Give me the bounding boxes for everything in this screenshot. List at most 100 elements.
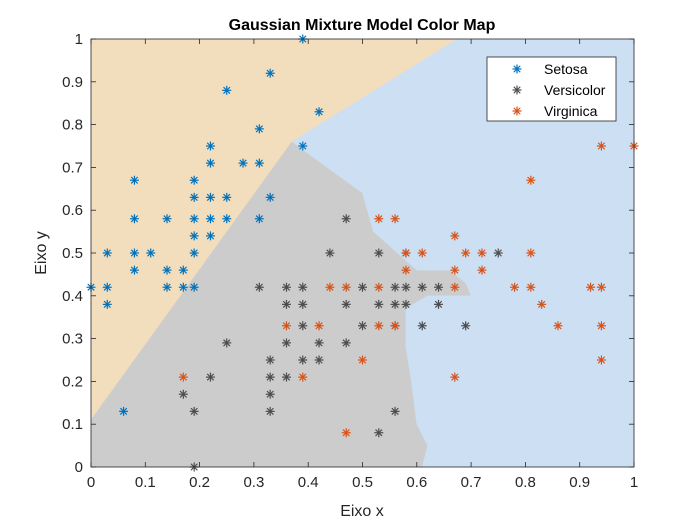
- x-tick-label: 0.8: [515, 474, 536, 491]
- virginica-point: [178, 372, 188, 382]
- virginica-point: [374, 282, 384, 292]
- versicolor-point: [417, 282, 427, 292]
- y-tick-label: 0.9: [62, 74, 83, 91]
- legend-markers: [512, 64, 522, 116]
- legend-box: [486, 56, 617, 122]
- y-tick-label: 0.7: [62, 159, 83, 176]
- virginica-point: [526, 282, 536, 292]
- virginica-point: [298, 372, 308, 382]
- legend-marker-virginica: [512, 106, 522, 116]
- setosa-point: [265, 68, 275, 78]
- setosa-point: [178, 282, 188, 292]
- setosa-point: [205, 141, 215, 151]
- setosa-point: [189, 248, 199, 258]
- versicolor-point: [189, 406, 199, 416]
- setosa-point: [205, 231, 215, 241]
- virginica-point: [450, 265, 460, 275]
- x-tick-label: 0: [87, 474, 95, 491]
- setosa-point: [129, 214, 139, 224]
- versicolor-point: [341, 338, 351, 348]
- x-tick-label: 0.9: [569, 474, 590, 491]
- versicolor-point: [390, 299, 400, 309]
- versicolor-point: [265, 406, 275, 416]
- versicolor-point: [298, 355, 308, 365]
- x-tick-label: 0.3: [243, 474, 264, 491]
- legend: Setosa Versicolor Virginica: [486, 56, 617, 122]
- setosa-point: [162, 265, 172, 275]
- versicolor-point: [265, 355, 275, 365]
- versicolor-point: [205, 372, 215, 382]
- virginica-point: [510, 282, 520, 292]
- virginica-point: [596, 282, 606, 292]
- setosa-point: [254, 214, 264, 224]
- y-tick-label: 0.5: [62, 245, 83, 262]
- x-tick-label: 1: [630, 474, 638, 491]
- virginica-point: [314, 321, 324, 331]
- setosa-point: [146, 248, 156, 258]
- versicolor-point: [358, 321, 367, 331]
- versicolor-point: [298, 282, 308, 292]
- axis-ticks: 0 0.1 0.2 0.3 0.4 0.5 0.6 0.7 0.8 0.9 1 0 0.1 0.2 0.3 0…: [62, 31, 638, 491]
- virginica-point: [341, 428, 351, 438]
- setosa-point: [222, 85, 232, 95]
- setosa-point: [189, 282, 199, 292]
- setosa-point: [298, 141, 308, 151]
- versicolor-point: [417, 321, 427, 331]
- versicolor-point: [281, 338, 291, 348]
- versicolor-point: [314, 338, 324, 348]
- versicolor-point: [374, 428, 384, 438]
- versicolor-point: [265, 372, 275, 382]
- versicolor-point: [341, 214, 351, 224]
- setosa-point: [205, 192, 215, 202]
- x-tick-label: 0.7: [461, 474, 482, 491]
- y-tick-label: 0.1: [62, 416, 83, 433]
- versicolor-point: [314, 355, 324, 365]
- versicolor-point: [281, 282, 291, 292]
- setosa-point: [222, 192, 232, 202]
- y-tick-label: 0.2: [62, 373, 83, 390]
- virginica-point: [596, 321, 606, 331]
- versicolor-point: [178, 389, 188, 399]
- y-tick-label: 0.4: [62, 288, 83, 305]
- setosa-point: [102, 248, 112, 258]
- virginica-point: [450, 282, 460, 292]
- legend-label-versicolor: Versicolor: [544, 82, 606, 98]
- virginica-point: [461, 248, 471, 258]
- y-tick-label: 0.3: [62, 331, 83, 348]
- x-tick-label: 0.6: [406, 474, 427, 491]
- setosa-point: [129, 248, 139, 258]
- versicolor-point: [281, 372, 291, 382]
- setosa-point: [189, 192, 199, 202]
- setosa-point: [102, 282, 112, 292]
- versicolor-point: [358, 282, 367, 292]
- virginica-point: [401, 248, 411, 258]
- virginica-point: [596, 355, 606, 365]
- virginica-point: [374, 214, 384, 224]
- setosa-point: [162, 282, 172, 292]
- versicolor-point: [298, 299, 308, 309]
- setosa-point: [189, 214, 199, 224]
- y-tick-label: 0.8: [62, 117, 83, 134]
- setosa-point: [178, 265, 188, 275]
- versicolor-point: [374, 248, 384, 258]
- virginica-point: [341, 282, 351, 292]
- legend-label-setosa: Setosa: [544, 61, 588, 77]
- versicolor-point: [390, 282, 400, 292]
- setosa-point: [205, 158, 215, 168]
- versicolor-point: [325, 248, 335, 258]
- virginica-point: [477, 265, 487, 275]
- versicolor-point: [374, 299, 384, 309]
- y-axis-label: Eixo y: [33, 231, 50, 275]
- virginica-point: [450, 372, 460, 382]
- data-markers: [86, 34, 639, 472]
- x-tick-label: 0.2: [189, 474, 210, 491]
- setosa-point: [238, 158, 248, 168]
- versicolor-point: [401, 282, 411, 292]
- versicolor-point: [254, 282, 264, 292]
- versicolor-point: [461, 321, 471, 331]
- virginica-point: [537, 299, 547, 309]
- versicolor-point: [222, 338, 232, 348]
- legend-marker-setosa: [512, 64, 522, 74]
- virginica-point: [526, 175, 536, 185]
